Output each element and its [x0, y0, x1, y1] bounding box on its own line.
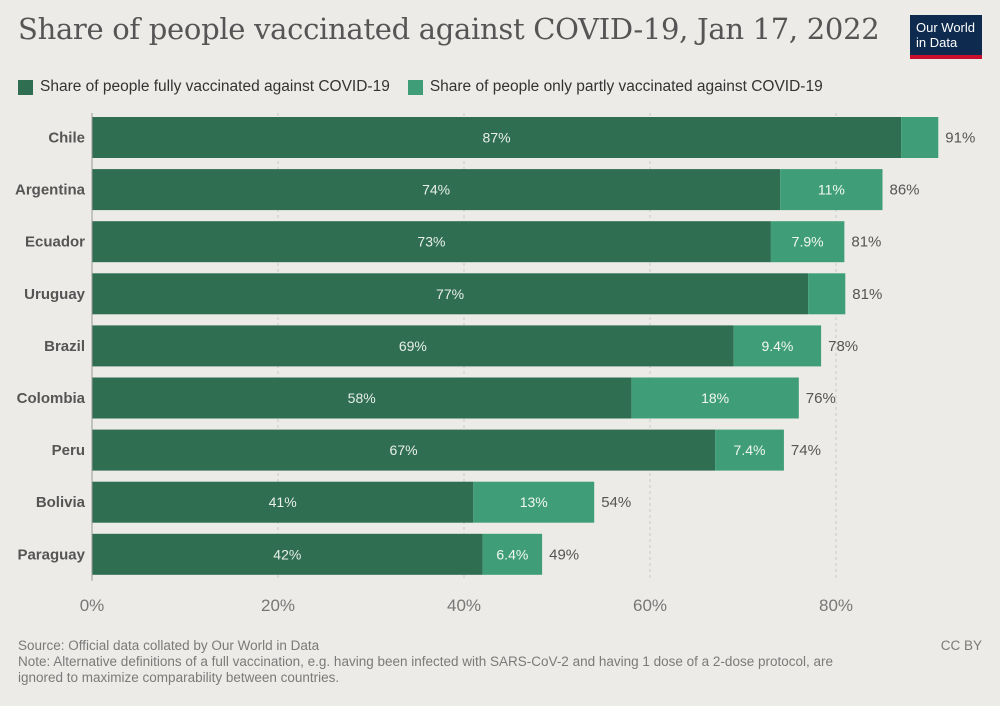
x-tick-label: 60%: [633, 596, 667, 615]
x-tick-label: 80%: [819, 596, 853, 615]
total-label: 86%: [890, 182, 920, 199]
category-label: Peru: [52, 442, 85, 459]
x-tick-label: 20%: [261, 596, 295, 615]
bar-full[interactable]: [92, 429, 716, 471]
legend-item-full[interactable]: Share of people fully vaccinated against…: [18, 78, 390, 96]
category-label: Bolivia: [36, 494, 86, 511]
bar-label-partial: 18%: [701, 390, 729, 406]
source-note: Source: Official data collated by Our Wo…: [18, 638, 320, 653]
footer: Source: Official data collated by Our Wo…: [18, 638, 982, 686]
category-label: Brazil: [44, 338, 85, 355]
category-label: Ecuador: [25, 234, 85, 251]
bar-label-full: 67%: [390, 442, 418, 458]
bar-chart: Chile 87% 91% Argentina 74% 11% 86% Ecuador 73% 7…: [15, 113, 975, 615]
category-label: Paraguay: [17, 546, 85, 563]
total-label: 74%: [791, 442, 821, 459]
x-tick-label: 0%: [80, 596, 105, 615]
category-label: Uruguay: [24, 286, 86, 303]
bar-label-full: 58%: [348, 390, 376, 406]
category-label: Chile: [48, 130, 85, 147]
total-label: 76%: [806, 390, 836, 407]
legend: Share of people fully vaccinated against…: [18, 78, 841, 96]
bar-partial[interactable]: [808, 273, 846, 315]
x-tick-label: 40%: [447, 596, 481, 615]
bar-label-full: 69%: [399, 338, 427, 354]
bar-full[interactable]: [92, 377, 632, 419]
bar-partial[interactable]: [780, 169, 883, 211]
bar-label-full: 87%: [483, 130, 511, 146]
bar-label-partial: 7.4%: [734, 442, 766, 458]
bar-label-full: 73%: [417, 234, 445, 250]
category-label: Argentina: [15, 182, 86, 199]
total-label: 78%: [828, 338, 858, 355]
total-label: 54%: [601, 494, 631, 511]
category-label: Colombia: [17, 390, 86, 407]
total-label: 81%: [851, 234, 881, 251]
chart-title: Share of people vaccinated against COVID…: [18, 12, 880, 46]
bar-full[interactable]: [92, 221, 771, 263]
bar-partial[interactable]: [482, 533, 543, 575]
methodology-note-line-2: ignored to maximize comparability betwee…: [18, 670, 340, 685]
bar-label-partial: 9.4%: [761, 338, 793, 354]
bar-partial[interactable]: [770, 221, 845, 263]
license-label[interactable]: CC BY: [940, 638, 982, 653]
legend-label-partial: Share of people only partly vaccinated a…: [429, 78, 823, 95]
total-label: 91%: [945, 130, 975, 147]
bar-full[interactable]: [92, 169, 781, 211]
bar-partial[interactable]: [901, 117, 939, 158]
bar-partial[interactable]: [473, 481, 595, 523]
bar-full[interactable]: [92, 273, 809, 315]
bar-label-full: 41%: [269, 494, 297, 510]
bar-partial[interactable]: [733, 325, 822, 367]
bar-partial[interactable]: [631, 377, 799, 419]
owid-logo[interactable]: Our World in Data: [910, 15, 982, 59]
legend-swatch-full: [18, 79, 33, 95]
total-label: 49%: [549, 546, 579, 563]
bar-full[interactable]: [92, 117, 902, 158]
bar-label-partial: 13%: [520, 494, 548, 510]
bar-full[interactable]: [92, 481, 474, 523]
bar-partial[interactable]: [715, 429, 784, 471]
legend-label-full: Share of people fully vaccinated against…: [40, 78, 390, 95]
bar-full[interactable]: [92, 325, 734, 367]
bar-label-full: 74%: [422, 182, 450, 198]
bar-label-full: 77%: [436, 286, 464, 302]
legend-swatch-partial: [407, 79, 423, 95]
methodology-note-line-1: Note: Alternative definitions of a full …: [18, 654, 833, 669]
logo-line-2: in Data: [916, 35, 958, 50]
logo-line-1: Our World: [916, 20, 975, 35]
total-label: 81%: [852, 286, 882, 303]
bar-label-full: 42%: [273, 546, 301, 562]
bar-label-partial: 6.4%: [496, 546, 528, 562]
bar-label-partial: 7.9%: [792, 234, 824, 250]
legend-item-partial[interactable]: Share of people only partly vaccinated a…: [407, 78, 823, 96]
bar-label-partial: 11%: [818, 182, 845, 198]
bar-full[interactable]: [92, 533, 483, 575]
